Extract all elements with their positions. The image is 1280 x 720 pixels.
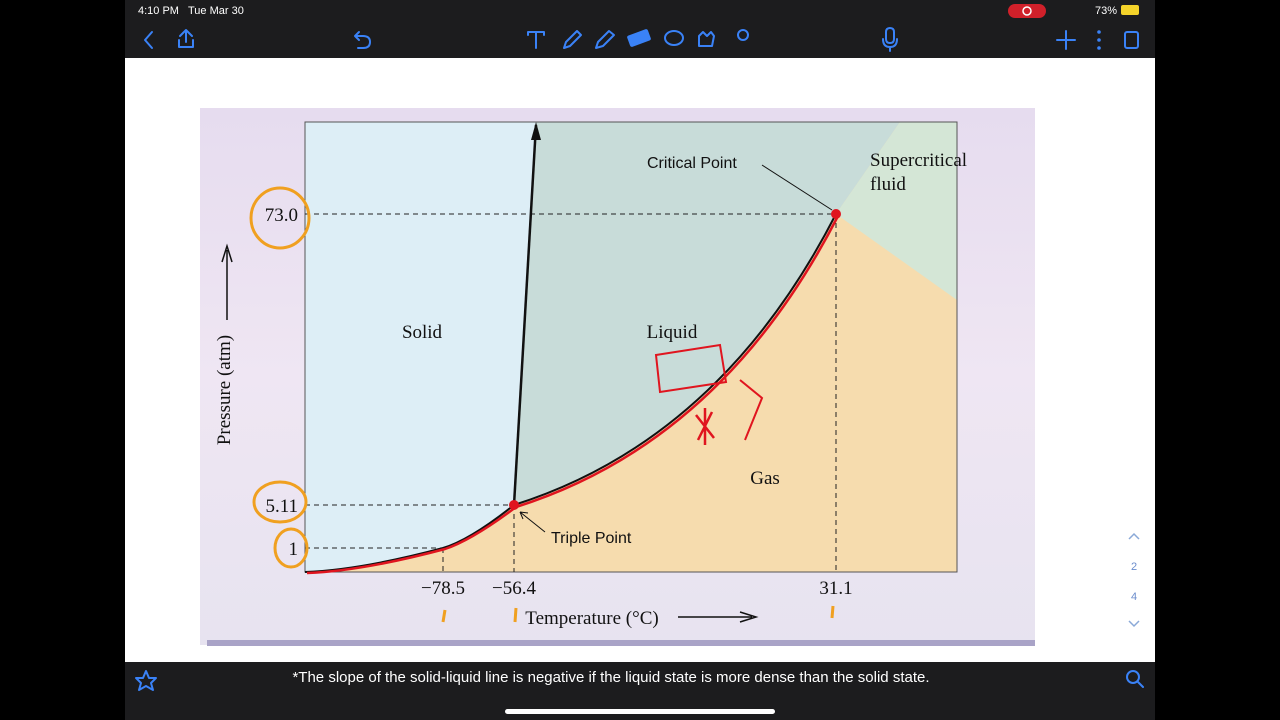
supercritical-region — [836, 122, 957, 300]
melting-line — [512, 124, 538, 506]
x-label: −56.4 — [492, 578, 536, 599]
y-label: 1 — [289, 539, 299, 560]
melting-arrowhead — [531, 122, 541, 140]
region-label: Supercritical — [870, 150, 967, 171]
text-tool[interactable] — [527, 31, 545, 49]
pages-button[interactable] — [1124, 31, 1139, 49]
battery-level: 73% — [1095, 5, 1117, 17]
y-axis-arrow — [221, 243, 233, 320]
annotation-pointer — [761, 164, 833, 211]
y-label: 73.0 — [265, 205, 298, 226]
annotation-pointer — [519, 511, 546, 533]
record-icon — [1022, 6, 1032, 16]
x-label: 31.1 — [819, 578, 852, 599]
home-indicator — [505, 709, 775, 714]
x-axis-title: Temperature (°C) — [525, 608, 658, 629]
plot-frame — [304, 121, 958, 573]
annotation: Critical Point — [647, 155, 737, 172]
region-label: Solid — [402, 322, 443, 343]
liquid-region — [514, 122, 900, 505]
red-mark — [695, 408, 715, 445]
more-button[interactable] — [1097, 30, 1101, 50]
current-page: 2 — [1131, 561, 1137, 573]
x-label: −78.5 — [421, 578, 465, 599]
region-label: Liquid — [647, 322, 698, 343]
zoom-handle — [1137, 681, 1144, 688]
battery-icon — [1121, 5, 1139, 15]
pen-tool[interactable] — [563, 30, 582, 49]
page-arrows — [1128, 532, 1140, 628]
guide-lines — [305, 213, 837, 572]
y-axis-title: Pressure (atm) — [214, 335, 235, 445]
solid-region — [305, 122, 536, 572]
footnote: *The slope of the solid-liquid line is n… — [292, 669, 929, 686]
region-label: Gas — [750, 468, 780, 489]
laser-tool[interactable] — [737, 29, 749, 41]
triple-point — [509, 500, 519, 510]
undo-button[interactable] — [354, 31, 371, 49]
add-page-button[interactable] — [1056, 30, 1076, 50]
back-button[interactable] — [144, 31, 153, 49]
status-date: Tue Mar 30 — [188, 5, 244, 17]
eraser-tool[interactable] — [627, 29, 652, 48]
annotation: Triple Point — [551, 530, 632, 547]
status-time: 4:10 PM — [138, 5, 179, 17]
total-pages: 4 — [1131, 591, 1137, 603]
critical-point — [831, 209, 841, 219]
lasso-tool[interactable] — [664, 30, 684, 46]
orange-circles — [249, 186, 835, 623]
microphone-button[interactable] — [882, 27, 898, 52]
handwritten-note — [654, 343, 764, 441]
y-label: 5.11 — [265, 496, 298, 517]
x-axis-arrow — [678, 611, 759, 623]
page-indicator[interactable] — [1124, 525, 1145, 637]
region-label: fluid — [870, 174, 906, 195]
slide-shadow — [207, 640, 1035, 646]
favorite-button[interactable] — [135, 670, 157, 691]
share-button[interactable] — [178, 29, 194, 48]
recording-indicator — [1008, 4, 1046, 18]
highlighter-tool[interactable] — [595, 30, 615, 49]
zoom-button[interactable] — [1126, 670, 1140, 684]
gesture-tool[interactable] — [698, 31, 715, 47]
